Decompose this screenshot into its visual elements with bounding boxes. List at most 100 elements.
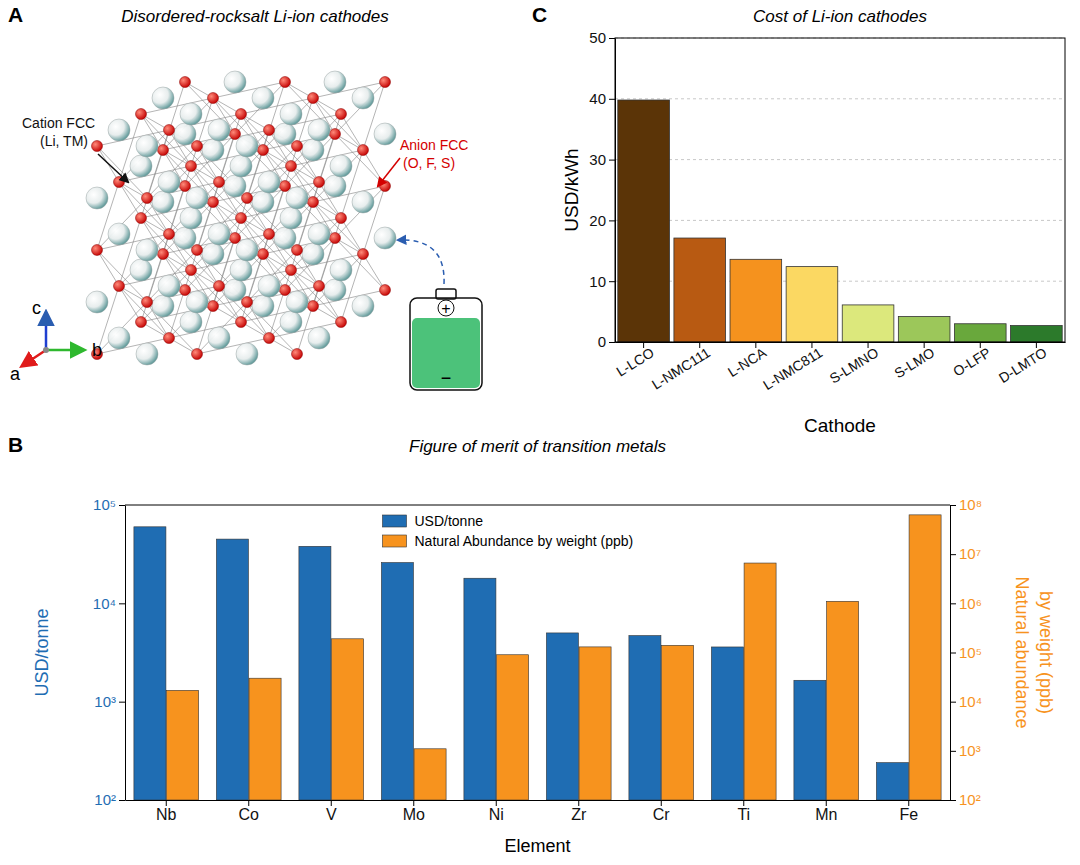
cation-label: Cation FCC bbox=[22, 115, 95, 131]
anion-site bbox=[264, 229, 275, 240]
bar bbox=[794, 680, 826, 800]
battery-icon: +− bbox=[410, 289, 482, 390]
cation-site bbox=[324, 279, 346, 301]
panel-label: A bbox=[8, 3, 23, 26]
tick-mark bbox=[950, 702, 956, 703]
cation-site bbox=[208, 119, 230, 141]
cation-label: (Li, TM) bbox=[40, 133, 88, 149]
cation-site bbox=[302, 139, 324, 161]
cation-site bbox=[180, 207, 202, 229]
tick-label: L-NMC811 bbox=[760, 344, 825, 393]
bar bbox=[954, 324, 1006, 342]
anion-label: (O, F, S) bbox=[403, 155, 455, 171]
tick-mark bbox=[119, 505, 125, 506]
anion-site bbox=[180, 181, 191, 192]
cation-site bbox=[308, 327, 330, 349]
tick-label: Fe bbox=[899, 806, 918, 823]
axis-line bbox=[615, 39, 616, 343]
tick-label: Ti bbox=[737, 806, 750, 823]
anion-site bbox=[92, 141, 103, 152]
octahedron-edge bbox=[119, 286, 141, 322]
bar bbox=[827, 601, 859, 800]
tick-mark bbox=[578, 800, 579, 806]
x-axis: NbCoVMoNiZrCrTiMnFe bbox=[126, 800, 951, 823]
cation-site bbox=[230, 155, 252, 177]
cation-site bbox=[130, 259, 152, 281]
plot-frame bbox=[615, 38, 1065, 342]
anion-site bbox=[264, 125, 275, 136]
tick: Fe bbox=[899, 800, 918, 823]
tick: Cr bbox=[653, 800, 671, 823]
tick-label: 10 bbox=[589, 273, 606, 290]
tick-mark bbox=[950, 653, 956, 654]
axis-arrow-c bbox=[45, 312, 48, 350]
tick-label: Ni bbox=[489, 806, 504, 823]
cation-site bbox=[152, 191, 174, 213]
cation-site bbox=[286, 291, 308, 313]
tick: S-LMNO bbox=[827, 342, 882, 387]
cation-site bbox=[136, 343, 158, 365]
legend-swatch bbox=[383, 515, 407, 527]
tick: 50 bbox=[589, 29, 615, 46]
cation-site bbox=[174, 123, 196, 145]
anion-site bbox=[292, 141, 303, 152]
anion-site bbox=[164, 229, 175, 240]
tick: 10⁷ bbox=[950, 545, 981, 562]
y2-axis-title: Natural abundance bbox=[1012, 576, 1032, 728]
tick: 10⁴ bbox=[93, 595, 125, 612]
cation-site bbox=[236, 343, 258, 365]
y2-axis-title: by weight (ppb) bbox=[1036, 591, 1056, 714]
cation-site bbox=[152, 87, 174, 109]
tick: L-LCO bbox=[613, 342, 657, 380]
anion-site bbox=[208, 301, 219, 312]
tick: Co bbox=[239, 800, 260, 823]
bar bbox=[1011, 326, 1063, 342]
x-axis-title: Element bbox=[504, 836, 570, 856]
tick: Mn bbox=[815, 800, 837, 823]
tick: Nb bbox=[156, 800, 177, 823]
legend-label: Natural Abundance by weight (ppb) bbox=[415, 533, 634, 549]
series bbox=[167, 515, 942, 800]
octahedron-edge bbox=[313, 82, 385, 98]
cation-site bbox=[324, 71, 346, 93]
tick: Ti bbox=[737, 800, 750, 823]
anion-site bbox=[336, 109, 347, 120]
bar bbox=[786, 267, 838, 342]
tick-label: V bbox=[326, 806, 337, 823]
anion-site bbox=[380, 77, 391, 88]
anion-site bbox=[136, 317, 147, 328]
anion-site bbox=[236, 213, 247, 224]
tick-label: 10⁷ bbox=[959, 545, 981, 562]
battery-body bbox=[410, 298, 482, 390]
anion-site bbox=[192, 245, 203, 256]
anion-site bbox=[180, 285, 191, 296]
cation-site bbox=[152, 295, 174, 317]
tick-label: Mo bbox=[403, 806, 425, 823]
tick-label: 10⁴ bbox=[959, 693, 982, 710]
anion-site bbox=[208, 93, 219, 104]
anion-site bbox=[192, 141, 203, 152]
tick-label: Co bbox=[239, 806, 260, 823]
anion-site bbox=[214, 177, 225, 188]
anion-site bbox=[308, 93, 319, 104]
tick-label: S-LMNO bbox=[827, 344, 882, 386]
cation-site bbox=[274, 123, 296, 145]
x-axis: L-LCOL-NMC111L-NCAL-NMC811S-LMNOS-LMOO-L… bbox=[613, 342, 1065, 393]
anion-site bbox=[336, 317, 347, 328]
crystal-axis-label: b bbox=[92, 340, 102, 360]
cation-site bbox=[202, 243, 224, 265]
bar bbox=[876, 763, 908, 800]
bar bbox=[414, 749, 446, 800]
tick-label: 20 bbox=[589, 212, 606, 229]
cation-site bbox=[224, 71, 246, 93]
anion-site bbox=[358, 249, 369, 260]
bar bbox=[674, 238, 726, 342]
cation-site bbox=[280, 207, 302, 229]
cation-site bbox=[158, 171, 180, 193]
tick-mark bbox=[743, 800, 744, 806]
tick-mark bbox=[119, 702, 125, 703]
bars bbox=[134, 515, 941, 800]
tick-label: L-LCO bbox=[613, 344, 657, 379]
tick: 10² bbox=[950, 791, 981, 808]
cation-site bbox=[374, 123, 396, 145]
